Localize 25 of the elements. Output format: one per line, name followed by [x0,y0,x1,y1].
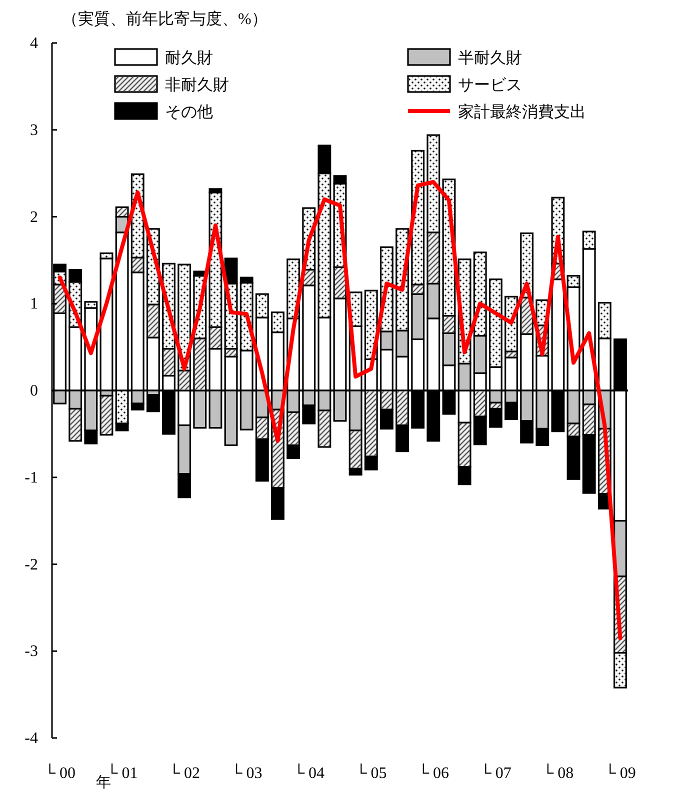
legend-label: 耐久財 [165,50,213,67]
y-tick-label: 0 [30,382,38,400]
x-tick-label: └ 04 [293,763,325,782]
y-tick-label: -3 [24,643,38,660]
x-tick-label: └ 07 [480,763,512,782]
legend-label: その他 [165,104,213,121]
y-tick-label: 4 [30,35,38,52]
y-axis-title: （実質、前年比寄与度、%） [62,10,268,28]
y-tick-label: -4 [24,730,38,747]
x-tick-label: └ 00 [44,763,76,782]
legend-label: サービス [458,77,522,94]
x-tick-label: └ 05 [355,763,387,782]
legend-label: 非耐久財 [165,76,229,94]
legend-label: 家計最終消費支出 [458,103,586,121]
y-tick-label: 2 [30,208,38,226]
x-tick-label: └ 06 [418,763,450,782]
x-tick-label: └ 02 [168,763,200,782]
x-tick-label: └ 03 [230,763,262,782]
y-tick-label: 3 [30,122,38,139]
y-tick-label: -2 [24,556,38,574]
y-tick-label: -1 [24,469,38,486]
y-tick-label: 1 [30,296,38,313]
x-tick-label: └ 09 [604,763,636,782]
x-tick-label: └ 08 [542,763,574,782]
legend-label: 半耐久財 [458,49,522,67]
